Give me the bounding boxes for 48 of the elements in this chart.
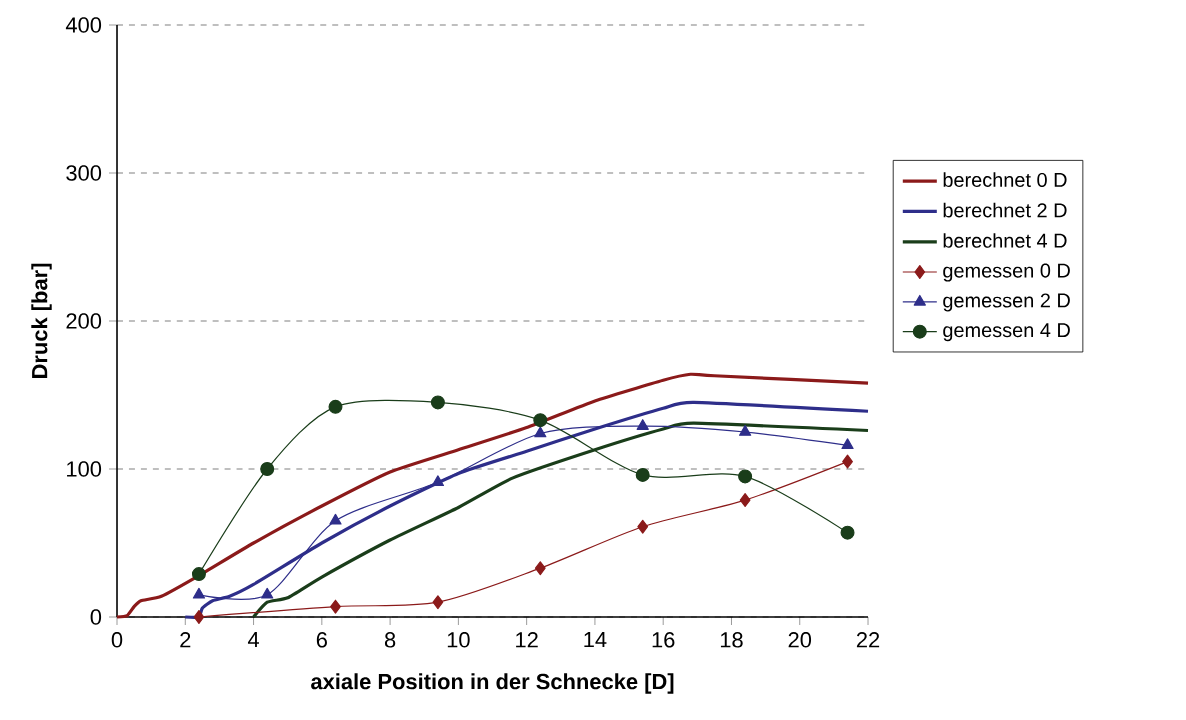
point xyxy=(637,519,649,534)
point xyxy=(329,513,342,525)
x-tick-label: 20 xyxy=(788,632,812,648)
point xyxy=(841,438,854,450)
point xyxy=(533,413,548,428)
y-tick-label: 300 xyxy=(66,165,102,181)
x-tick-label: 4 xyxy=(247,632,259,648)
y-tick-label: 0 xyxy=(90,609,102,625)
point xyxy=(261,587,274,599)
x-tick-label: 2 xyxy=(180,632,191,648)
point xyxy=(738,425,752,436)
point xyxy=(192,587,206,599)
point xyxy=(636,419,649,430)
point xyxy=(635,467,650,482)
point xyxy=(534,426,547,438)
legend-label: berechnet 2 D xyxy=(943,202,1067,218)
x-tick-label: 18 xyxy=(720,632,743,648)
x-tick-label: 14 xyxy=(584,632,607,648)
x-tick-label: 6 xyxy=(316,632,327,648)
point xyxy=(330,599,341,614)
x-tick-label: 22 xyxy=(856,632,880,648)
legend-label: gemessen 4 D xyxy=(943,323,1070,342)
point xyxy=(739,493,751,508)
x-tick-label: 8 xyxy=(384,632,396,648)
legend-label: gemessen 2 D xyxy=(943,293,1070,312)
point xyxy=(738,469,753,484)
point xyxy=(534,561,546,576)
point xyxy=(191,567,206,582)
x-tick-label: 0 xyxy=(111,632,123,648)
x-tick-label: 10 xyxy=(447,632,470,648)
point xyxy=(842,454,853,469)
point xyxy=(431,475,445,487)
x-axis-title: axiale Position in der Schnecke [D] xyxy=(311,673,674,694)
y-tick-label: 200 xyxy=(66,313,102,329)
point xyxy=(328,399,343,414)
point xyxy=(432,595,444,610)
x-tick-label: 16 xyxy=(652,632,675,648)
legend-label: berechnet 0 D xyxy=(943,172,1067,187)
legend-label: gemessen 0 D xyxy=(943,263,1070,282)
x-tick-label: 12 xyxy=(516,632,538,648)
point xyxy=(193,610,205,624)
point xyxy=(430,395,445,410)
legend-label: berechnet 4 D xyxy=(943,233,1067,248)
y-axis-title: Druck [bar] xyxy=(31,263,52,378)
y-tick-label: 100 xyxy=(67,461,102,477)
y-tick-label: 400 xyxy=(65,17,102,33)
point xyxy=(840,525,855,540)
point xyxy=(260,462,275,476)
